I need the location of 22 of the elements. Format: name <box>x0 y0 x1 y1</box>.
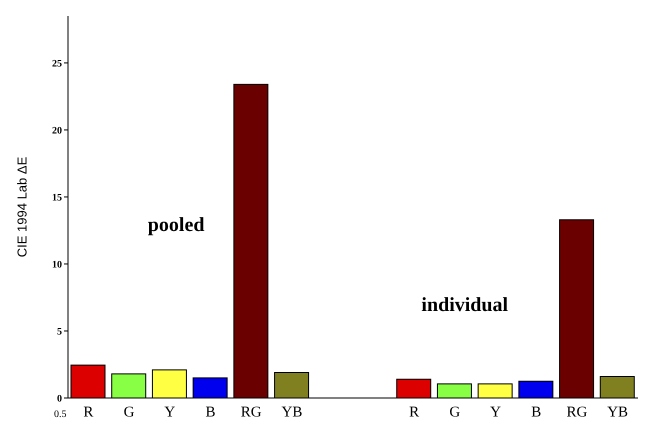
x-tick-label: YB <box>282 404 302 421</box>
x-tick-label: B <box>205 404 216 421</box>
x-tick-label: R <box>409 404 420 421</box>
y-tick-label: 15 <box>52 192 62 204</box>
annotation: pooled <box>148 214 204 236</box>
y-tick-label: 10 <box>52 260 62 271</box>
x-tick-label: Y <box>164 404 176 421</box>
y-tick-label: 0 <box>57 394 62 405</box>
y-axis-title: CIE 1994 Lab ΔE <box>14 156 30 258</box>
x-tick-label: G <box>124 404 135 421</box>
annotation: individual <box>421 294 508 316</box>
x-tick-label: RG <box>240 404 262 421</box>
x-tick-label: RG <box>566 404 588 421</box>
x-tick-label: YB <box>607 404 628 421</box>
x-tick-label: R <box>83 404 94 421</box>
y-tick-label: 25 <box>52 58 62 70</box>
text: 0.5 <box>54 409 66 420</box>
x-tick-label: G <box>449 404 460 421</box>
y-tick-label: 20 <box>52 125 62 136</box>
y-tick-label: 5 <box>57 326 62 338</box>
x-tick-label: B <box>531 404 542 421</box>
x-tick-label: Y <box>490 404 502 421</box>
